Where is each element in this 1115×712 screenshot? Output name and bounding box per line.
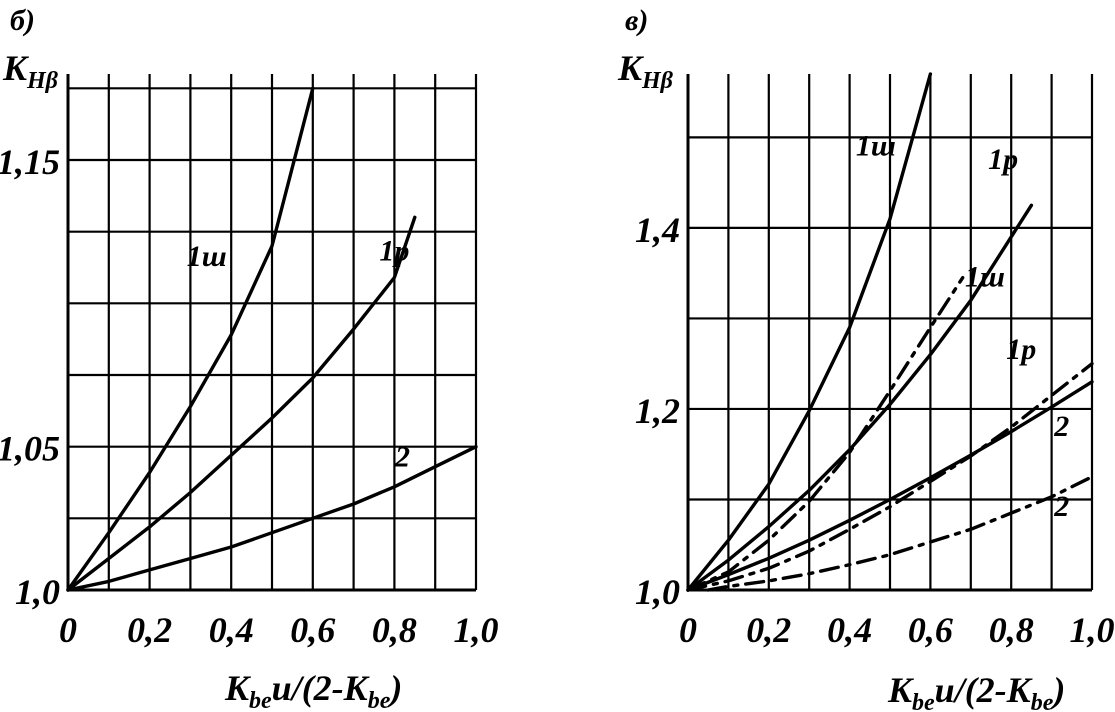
- curve-label-2: 1p: [379, 234, 409, 267]
- y-tick-label: 1,0: [15, 572, 60, 612]
- x-axis-label: Kbeu/(2-Kbe): [887, 670, 1065, 712]
- x-tick-label: 1,0: [1070, 610, 1115, 650]
- y-axis-label: KHβ: [2, 48, 59, 94]
- x-tick-label: 0,2: [127, 610, 172, 650]
- y-axis-label: KHβ: [617, 48, 674, 94]
- series-line-5: [686, 380, 1094, 592]
- curve-label-6: 2: [1053, 490, 1069, 523]
- curve-label-3: 1ш: [965, 261, 1005, 294]
- y-tick-label: 1,15: [0, 142, 60, 182]
- curve-label-4: 1p: [1006, 333, 1036, 366]
- curve-label-5: 2: [1053, 410, 1069, 443]
- x-tick-label: 0,4: [209, 610, 254, 650]
- x-tick-label: 0,8: [372, 610, 417, 650]
- curve-label-1: 1ш: [856, 129, 896, 162]
- x-axis-label: Kbeu/(2-Kbe): [224, 668, 402, 712]
- chart-panel-1: 1ш 1p 2 0 0,2 0,4 0,6 0,8 1,0 1,0 1,05 1,15 б) KHβ Kbe…: [0, 4, 499, 712]
- curve-label-3: 2: [394, 441, 410, 474]
- series-line-4: [686, 362, 1094, 592]
- series-line-2: [686, 203, 1034, 592]
- x-tick-label: 0: [679, 610, 697, 650]
- x-tick-label: 0: [59, 610, 77, 650]
- curve-label-1: 1ш: [187, 240, 227, 273]
- series-line-2: [66, 215, 417, 592]
- x-tick-label: 0,4: [827, 610, 872, 650]
- x-tick-label: 0,2: [746, 610, 791, 650]
- series-line-6: [706, 475, 1094, 592]
- x-tick-label: 0,6: [908, 610, 953, 650]
- y-tick-label: 1,05: [0, 429, 60, 469]
- x-tick-label: 1,0: [454, 610, 499, 650]
- chart-panel-2: 1ш 1p 1ш 1p 2 2 0 0,2 0,4 0,6 0,8 1,0 1,0 1,2 1,4 в) KHβ…: [617, 4, 1115, 712]
- series-line-3: [686, 276, 965, 592]
- series-line-1: [66, 86, 315, 592]
- x-tick-label: 0,6: [290, 610, 335, 650]
- panel-label: в): [625, 4, 648, 37]
- y-tick-label: 1,4: [635, 210, 680, 250]
- y-tick-label: 1,2: [635, 391, 680, 431]
- series-line-3: [66, 445, 478, 592]
- panel-label: б): [10, 4, 35, 37]
- series-line-1: [686, 72, 933, 592]
- x-tick-label: 0,8: [989, 610, 1034, 650]
- curve-label-2: 1p: [988, 143, 1018, 176]
- y-tick-label: 1,0: [635, 572, 680, 612]
